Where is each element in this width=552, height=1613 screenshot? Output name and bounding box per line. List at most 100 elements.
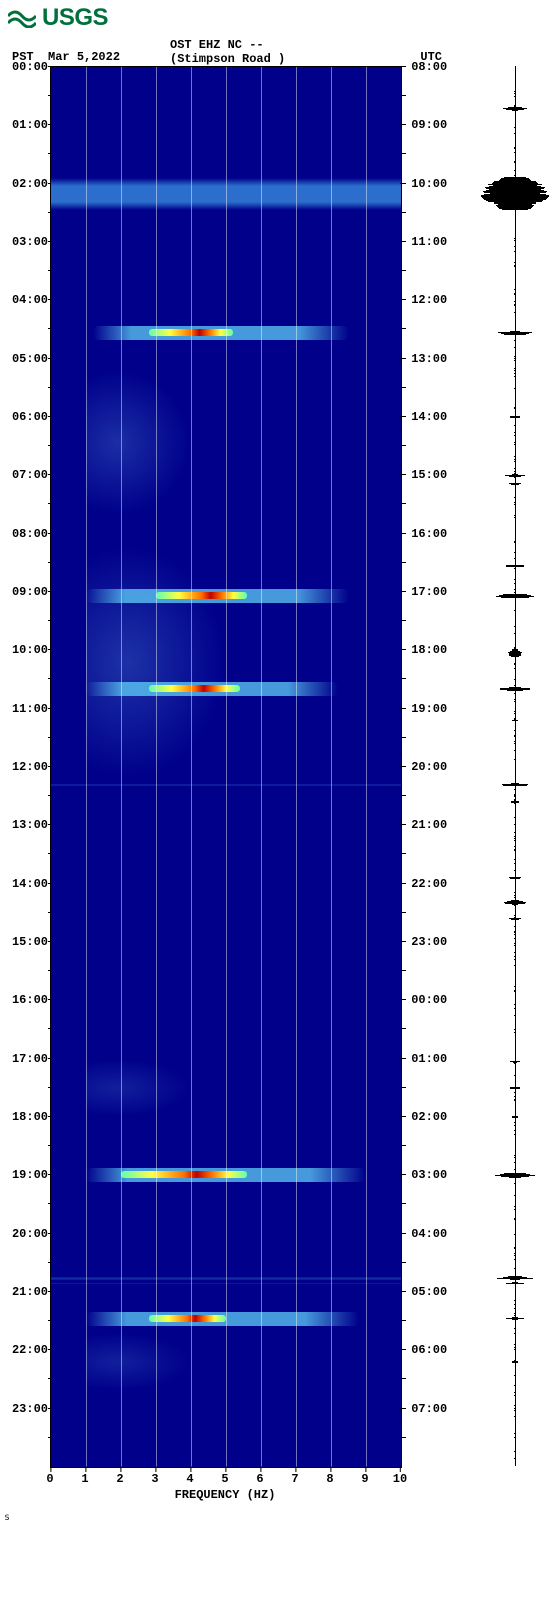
seismo-noise xyxy=(514,504,516,505)
seismo-noise xyxy=(515,137,516,138)
utc-halftick xyxy=(402,503,406,504)
seismo-noise xyxy=(514,1248,515,1249)
seismo-noise xyxy=(515,1311,516,1312)
seismo-noise xyxy=(515,1099,516,1100)
freq-tick-label: 10 xyxy=(393,1472,407,1486)
utc-halftick xyxy=(402,912,406,913)
seismo-noise xyxy=(515,1066,516,1067)
seismo-noise xyxy=(514,1313,515,1314)
seismo-noise xyxy=(514,663,515,664)
seismo-noise xyxy=(514,1169,516,1170)
seismo-noise xyxy=(515,709,516,710)
seismo-noise xyxy=(514,943,515,944)
seismo-noise xyxy=(515,1320,516,1321)
utc-hour-label: 20:00 xyxy=(404,760,447,774)
seismo-noise xyxy=(515,322,516,323)
utc-hour-label: 06:00 xyxy=(404,1343,447,1357)
seismo-noise xyxy=(514,1315,516,1316)
utc-halftick xyxy=(402,562,406,563)
seismo-noise xyxy=(515,1335,516,1336)
pst-hour-label: 14:00 xyxy=(12,877,48,891)
freq-gridline xyxy=(366,67,367,1467)
pst-hour-label: 20:00 xyxy=(12,1227,48,1241)
utc-halftick xyxy=(402,1437,406,1438)
seismo-noise xyxy=(515,224,516,225)
seismo-noise xyxy=(515,336,516,337)
pst-hour-label: 15:00 xyxy=(12,935,48,949)
seismo-noise xyxy=(515,121,516,122)
seismo-noise xyxy=(515,867,516,868)
seismo-noise xyxy=(515,1084,516,1085)
seismo-noise xyxy=(515,979,516,980)
seismo-noise xyxy=(515,1005,516,1006)
seismo-noise xyxy=(515,377,516,378)
pst-hour-label: 09:00 xyxy=(12,585,48,599)
seismo-noise xyxy=(515,1326,516,1327)
seismo-spike xyxy=(507,597,523,598)
pst-hour-label: 11:00 xyxy=(12,702,48,716)
seismo-noise xyxy=(514,1206,515,1207)
freq-gridline xyxy=(331,67,332,1467)
seismo-spike xyxy=(513,1062,517,1063)
seismo-noise xyxy=(514,432,515,433)
seismo-noise xyxy=(515,694,516,695)
seismo-spike xyxy=(514,1117,516,1118)
seismo-noise xyxy=(515,874,516,875)
seismo-noise xyxy=(514,1433,516,1434)
seismo-spike xyxy=(512,919,517,920)
seismo-noise xyxy=(515,754,516,755)
event-core xyxy=(149,1315,226,1322)
utc-hour-label: 08:00 xyxy=(404,60,447,74)
seismo-noise xyxy=(515,298,516,299)
seismo-noise xyxy=(514,626,515,627)
seismo-noise xyxy=(514,840,516,841)
pst-hour-label: 01:00 xyxy=(12,118,48,132)
seismo-noise xyxy=(514,1183,516,1184)
seismo-noise xyxy=(514,1096,515,1097)
seismo-noise xyxy=(514,895,516,896)
seismo-noise xyxy=(515,639,516,640)
seismo-noise xyxy=(514,497,516,498)
spectrogram-panel xyxy=(50,66,402,1468)
seismo-noise xyxy=(514,251,516,252)
seismo-noise xyxy=(515,352,516,353)
seismo-noise xyxy=(514,1092,515,1093)
seismo-noise xyxy=(514,358,515,359)
seismo-noise xyxy=(514,945,515,946)
seismo-noise xyxy=(515,869,516,870)
seismo-noise xyxy=(514,926,516,927)
seismo-noise xyxy=(515,1058,516,1059)
seismo-noise xyxy=(514,468,516,469)
seismo-noise xyxy=(514,750,516,751)
seismo-noise xyxy=(515,1261,516,1262)
seismo-noise xyxy=(514,1015,516,1016)
seismo-noise xyxy=(515,754,516,755)
seismo-noise xyxy=(515,79,516,80)
seismo-spike xyxy=(514,802,517,803)
seismo-noise xyxy=(514,789,516,790)
freq-gridline xyxy=(296,67,297,1467)
utc-hour-label: 10:00 xyxy=(404,177,447,191)
seismo-noise xyxy=(515,1026,516,1027)
seismo-noise xyxy=(514,133,515,134)
seismo-noise xyxy=(515,683,516,684)
seismo-noise xyxy=(514,1100,515,1101)
pst-hour-label: 17:00 xyxy=(12,1052,48,1066)
seismo-noise xyxy=(515,545,516,546)
seismo-noise xyxy=(515,114,516,115)
station-code: OST EHZ NC -- xyxy=(170,38,285,52)
seismo-noise xyxy=(514,1162,516,1163)
seismo-noise xyxy=(515,97,516,98)
seismo-noise xyxy=(515,531,516,532)
seismo-spike xyxy=(514,720,517,721)
seismo-noise xyxy=(514,832,516,833)
seismo-noise xyxy=(514,759,515,760)
date-label: Mar 5,2022 xyxy=(48,50,120,64)
seismo-noise xyxy=(515,436,516,437)
freq-tick-label: 8 xyxy=(326,1472,333,1486)
seismo-noise xyxy=(514,1349,516,1350)
seismo-noise xyxy=(514,1130,516,1131)
seismo-noise xyxy=(514,240,516,241)
seismo-noise xyxy=(514,610,515,611)
seismo-noise xyxy=(514,1408,515,1409)
